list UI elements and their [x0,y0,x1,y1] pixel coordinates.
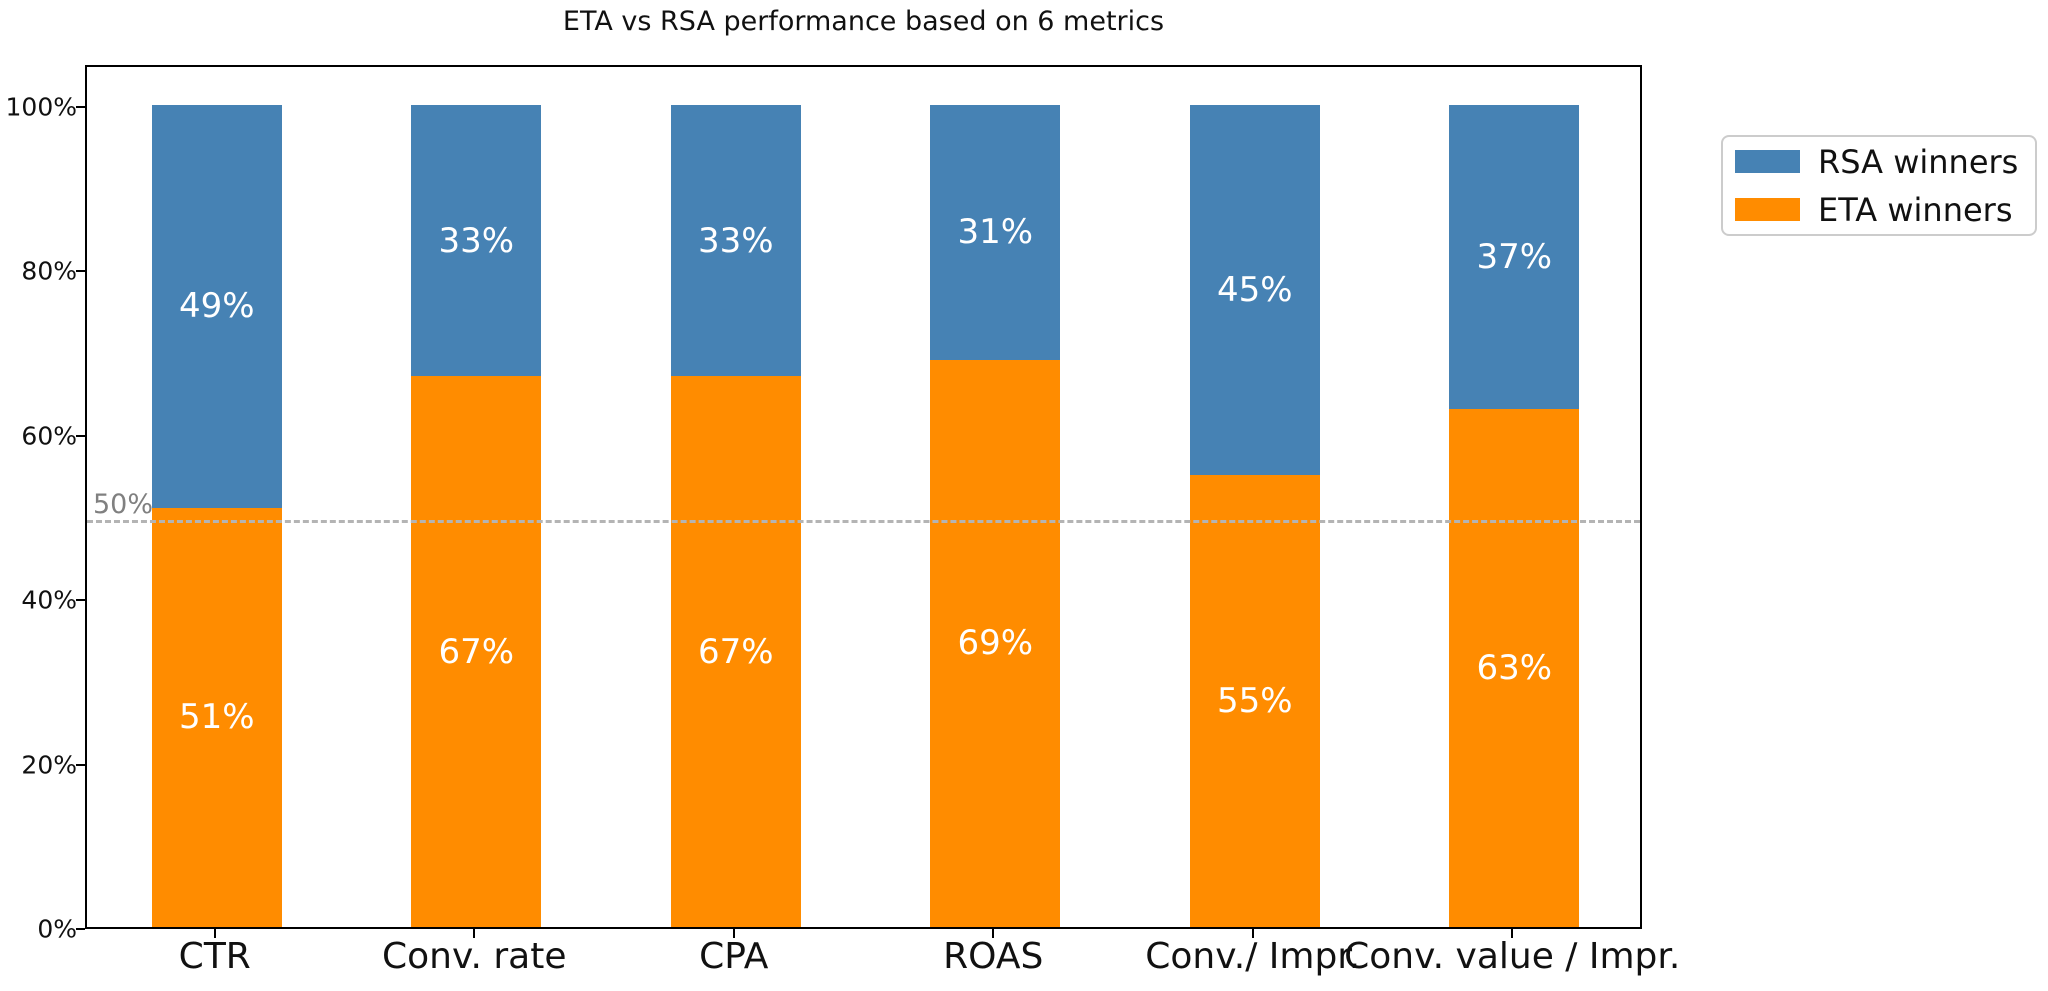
bar-segment-rsa-winners-ctr: 49% [151,105,282,508]
bar-ctr: 51% 49% [151,63,282,927]
x-tick-label-roas: ROAS [943,936,1044,977]
legend-label-rsa: RSA winners [1818,142,2019,181]
plot-area: 51% 49% 67% 33% 67% 33% 69% 31% 55% 45% 63% 37% 50% [85,65,1642,929]
y-tick-label-20: 20% [21,750,77,780]
bar-segment-eta-winners-ctr: 51% [151,507,282,927]
x-tick-mark [473,929,476,938]
bar-segment-eta-winners-conv-value-impr: 63% [1449,409,1580,927]
bar-segment-rsa-winners-conv-rate: 33% [411,105,542,377]
y-tick-mark [76,434,85,437]
bar-value-label: 33% [438,220,515,261]
bar-segment-eta-winners-conv-rate: 67% [411,376,542,927]
bar-conv-impr: 55% 45% [1189,63,1320,927]
bar-value-label: 67% [697,631,774,672]
y-tick-label-100: 100% [5,92,77,122]
bar-conv-rate: 67% 33% [411,63,542,927]
bar-segment-rsa-winners-conv-value-impr: 37% [1449,105,1580,410]
x-tick-label-conv-value-impr: Conv. value / Impr. [1344,936,1681,977]
bar-value-label: 63% [1476,648,1553,689]
y-tick-mark [76,763,85,766]
y-tick-mark [76,928,85,930]
bar-value-label: 49% [178,286,255,327]
bar-segment-rsa-winners-roas: 31% [930,105,1061,360]
legend-item-eta: ETA winners [1735,191,2023,229]
y-tick-mark [76,106,85,108]
bar-value-label: 69% [957,623,1034,664]
reference-line-50pct [87,520,1640,523]
bar-segment-eta-winners-cpa: 67% [670,376,801,927]
bar-value-label: 55% [1216,680,1293,721]
legend-swatch-eta [1735,198,1800,221]
bar-segment-eta-winners-roas: 69% [930,359,1061,927]
x-tick-mark [1511,929,1514,938]
legend-swatch-rsa [1735,150,1800,173]
x-tick-mark [992,929,995,938]
legend-item-rsa: RSA winners [1735,143,2023,181]
y-tick-mark [76,599,85,602]
y-tick-label-60: 60% [21,421,77,451]
chart-title: ETA vs RSA performance based on 6 metric… [562,6,1165,37]
reference-line-label: 50% [93,489,154,520]
bar-segment-rsa-winners-cpa: 33% [670,105,801,377]
bar-roas: 69% 31% [930,63,1061,927]
x-tick-label-conv-impr: Conv./ Impr. [1145,936,1361,977]
bar-cpa: 67% 33% [670,63,801,927]
bar-segment-eta-winners-conv-impr: 55% [1189,474,1320,927]
y-tick-label-80: 80% [21,256,77,286]
bar-value-label: 33% [697,220,774,261]
x-tick-mark [1251,929,1254,938]
x-tick-label-conv-rate: Conv. rate [382,936,567,977]
y-tick-mark [76,270,85,273]
y-tick-label-0: 0% [37,914,77,944]
bar-value-label: 45% [1216,269,1293,310]
x-tick-mark [213,929,216,938]
bar-value-label: 37% [1476,237,1553,278]
bar-segment-rsa-winners-conv-impr: 45% [1189,105,1320,475]
x-tick-label-cpa: CPA [699,936,769,977]
legend: RSA winners ETA winners [1721,135,2037,236]
bar-conv-value-impr: 63% 37% [1449,63,1580,927]
bar-value-label: 67% [438,631,515,672]
bar-value-label: 51% [178,697,255,738]
y-tick-label-40: 40% [21,585,77,615]
x-tick-label-ctr: CTR [178,936,251,977]
legend-label-eta: ETA winners [1818,190,2013,229]
bar-value-label: 31% [957,212,1034,253]
x-tick-mark [732,929,735,938]
